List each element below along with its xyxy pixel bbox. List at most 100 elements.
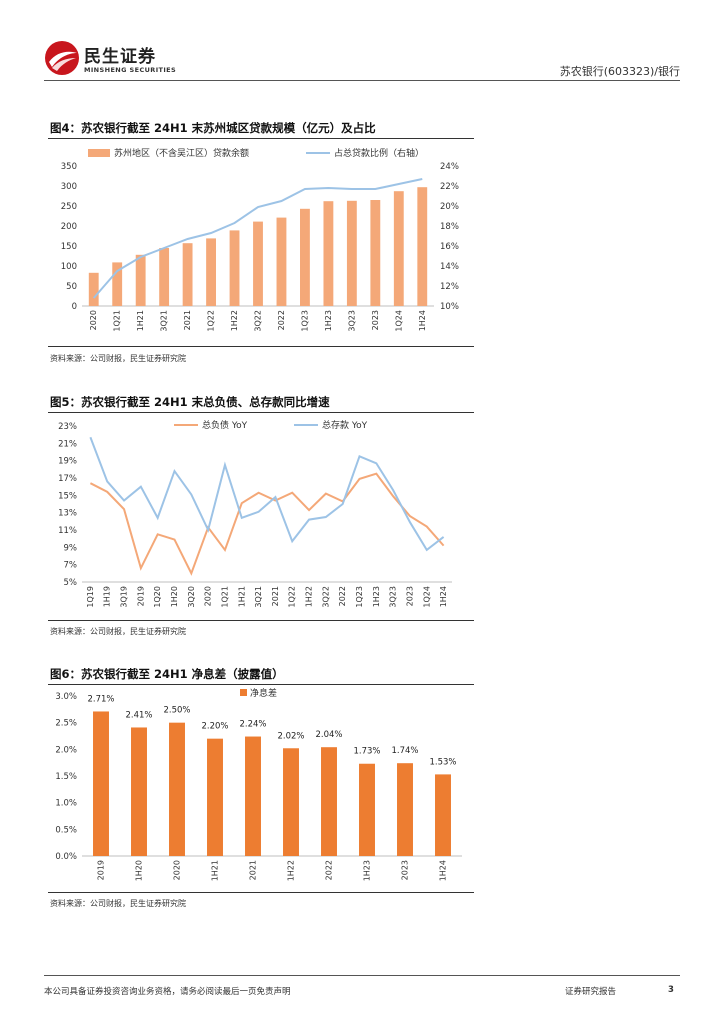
- x-tick-label: 1H22: [230, 310, 239, 331]
- footer-rule: [44, 975, 680, 976]
- figure4-bottom-rule: [48, 346, 474, 347]
- x-tick-label: 3Q23: [347, 310, 356, 332]
- x-tick-label: 2022: [338, 586, 347, 606]
- y-tick-label: 2.0%: [55, 745, 77, 755]
- figure5-bottom-rule: [48, 620, 474, 621]
- liabilities-yoy-line: [89, 472, 445, 576]
- nim-data-label: 1.53%: [429, 757, 456, 767]
- nim-bar: [207, 738, 223, 856]
- nim-bar: [397, 763, 413, 856]
- x-tick-label: 2023: [405, 586, 414, 606]
- loan-balance-bar: [206, 238, 216, 306]
- legend-label-bar: 苏州地区（不含吴江区）贷款余额: [114, 147, 249, 159]
- x-tick-label: 1H23: [372, 586, 381, 607]
- nim-data-label: 2.04%: [315, 730, 342, 740]
- x-tick-label: 3Q21: [254, 586, 263, 608]
- nim-data-label: 1.74%: [391, 746, 418, 756]
- x-tick-label: 1Q21: [113, 310, 122, 332]
- y-tick-label: 15%: [58, 491, 77, 501]
- figure6-title: 图6：苏农银行截至 24H1 净息差（披露值）: [50, 667, 284, 681]
- loan-balance-bar: [276, 217, 287, 306]
- footer-report-type: 证券研究报告: [565, 987, 617, 997]
- figure5-chart: 5% 7% 9% 11% 13% 15% 17% 19% 21% 23% 1Q19 1H19 3Q19 2…: [58, 419, 452, 608]
- x-tick-label: 1H19: [103, 586, 112, 607]
- y-tick-label: 0.0%: [55, 852, 77, 862]
- y2-tick-label: 18%: [440, 222, 459, 232]
- figure6-bottom-rule: [48, 892, 474, 893]
- header-rule: [44, 80, 680, 81]
- deposits-yoy-line: [89, 436, 445, 552]
- x-tick-label: 1H24: [439, 860, 448, 881]
- y2-tick-label: 22%: [440, 182, 459, 192]
- page-number: 3: [668, 985, 674, 995]
- legend-label-nim: 净息差: [250, 687, 277, 699]
- x-tick-label: 3Q21: [160, 310, 169, 332]
- x-tick-label: 1Q22: [288, 586, 297, 608]
- x-tick-label: 2023: [401, 860, 410, 880]
- y-tick-label: 5%: [64, 578, 78, 588]
- nim-data-label: 2.20%: [201, 722, 228, 732]
- y-tick-label: 11%: [58, 526, 77, 536]
- x-tick-label: 3Q20: [187, 586, 196, 608]
- nim-bar: [93, 711, 109, 856]
- nim-bar: [321, 747, 337, 856]
- nim-bar: [359, 763, 375, 856]
- x-tick-label: 1H23: [363, 860, 372, 881]
- loan-balance-bar: [159, 248, 170, 306]
- y-tick-label: 50: [66, 282, 77, 292]
- x-tick-label: 2019: [97, 860, 106, 880]
- x-tick-label: 1Q19: [86, 586, 95, 608]
- y-tick-label: 1.5%: [55, 772, 77, 782]
- figure5-source: 资料来源：公司财报，民生证券研究院: [50, 627, 186, 636]
- loan-balance-bar: [346, 200, 357, 306]
- x-tick-label: 3Q23: [389, 586, 398, 608]
- y-tick-label: 23%: [58, 422, 77, 432]
- y2-tick-label: 16%: [440, 242, 459, 252]
- y-tick-label: 7%: [64, 561, 78, 571]
- y-tick-label: 300: [61, 182, 77, 192]
- x-tick-label: 1H20: [170, 586, 179, 607]
- x-tick-label: 2020: [173, 860, 182, 880]
- y-tick-label: 350: [61, 162, 77, 172]
- y-tick-label: 150: [61, 242, 77, 252]
- x-tick-label: 2022: [325, 860, 334, 880]
- y-tick-label: 0: [72, 302, 77, 312]
- x-tick-label: 1Q24: [422, 586, 431, 608]
- nim-bar: [283, 748, 299, 856]
- nim-bar: [169, 722, 185, 856]
- x-tick-label: 1Q24: [394, 310, 403, 332]
- loan-balance-bar: [323, 201, 334, 306]
- figure6-chart: 0.0% 0.5% 1.0% 1.5% 2.0% 2.5% 3.0% 2.71% 2.41% 2.…: [55, 687, 462, 881]
- y-tick-label: 9%: [64, 543, 78, 553]
- x-tick-label: 2023: [371, 310, 380, 330]
- x-tick-label: 1H24: [418, 310, 427, 331]
- figure4-source: 资料来源：公司财报，民生证券研究院: [50, 354, 186, 363]
- minsheng-logo-icon: [45, 41, 79, 75]
- x-tick-label: 1Q22: [207, 310, 216, 332]
- y2-tick-label: 14%: [440, 262, 459, 272]
- x-tick-label: 1H24: [439, 586, 448, 607]
- y-tick-label: 0.5%: [55, 825, 77, 835]
- loan-balance-bar: [112, 262, 123, 306]
- loan-share-line: [92, 178, 423, 299]
- nim-bar: [435, 774, 451, 856]
- figure4-title: 图4：苏农银行截至 24H1 末苏州城区贷款规模（亿元）及占比: [50, 121, 376, 135]
- logo-english-name: MINSHENG SECURITIES: [84, 66, 177, 74]
- loan-balance-bar: [370, 200, 381, 306]
- y2-tick-label: 12%: [440, 282, 459, 292]
- x-tick-label: 3Q19: [120, 586, 129, 608]
- x-tick-label: 3Q22: [321, 586, 330, 608]
- nim-bar: [245, 736, 261, 856]
- x-tick-label: 2021: [271, 586, 280, 606]
- legend-label-liabilities: 总负债 YoY: [202, 419, 248, 431]
- figure5-title-rule: [48, 412, 474, 413]
- y-tick-label: 21%: [58, 439, 77, 449]
- loan-balance-bar: [135, 254, 146, 306]
- y2-tick-label: 20%: [440, 202, 459, 212]
- x-tick-label: 2021: [249, 860, 258, 880]
- x-tick-label: 2022: [277, 310, 286, 330]
- y-tick-label: 2.5%: [55, 719, 77, 729]
- nim-bar: [131, 727, 147, 856]
- figure6-title-rule: [48, 684, 474, 685]
- nim-data-label: 2.02%: [277, 731, 304, 741]
